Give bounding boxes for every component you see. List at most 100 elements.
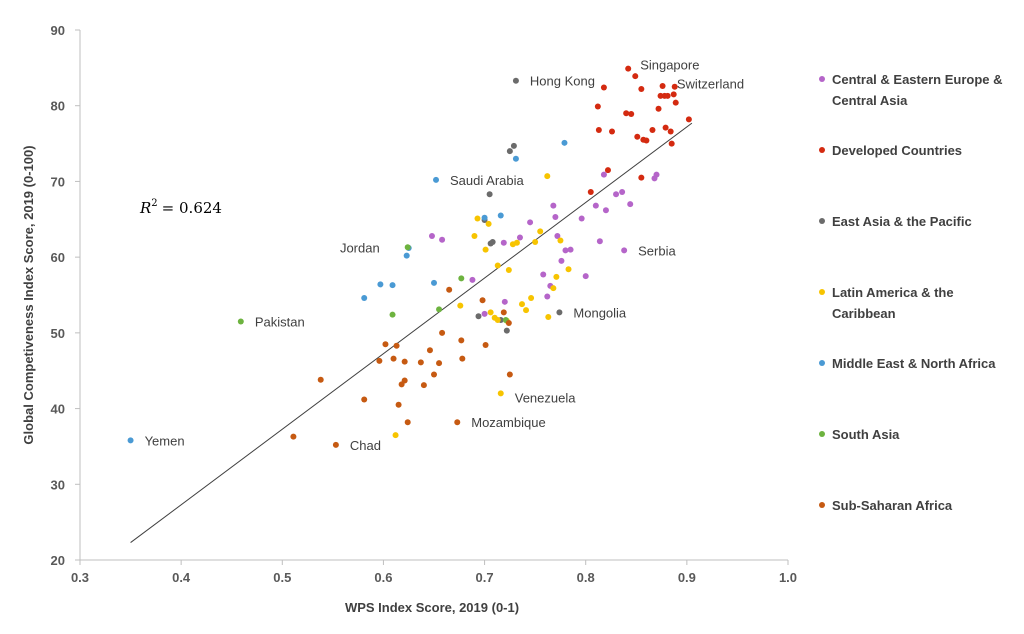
data-point bbox=[625, 65, 632, 72]
data-point bbox=[361, 396, 368, 403]
data-point bbox=[672, 99, 679, 106]
data-point bbox=[632, 73, 639, 80]
data-point bbox=[446, 286, 453, 293]
data-point bbox=[505, 320, 512, 327]
data-point bbox=[532, 239, 539, 245]
legend-label: Developed Countries bbox=[832, 143, 962, 158]
data-point bbox=[377, 281, 384, 288]
data-point bbox=[561, 139, 568, 146]
legend-label: Middle East & North Africa bbox=[832, 356, 996, 371]
point-annotation: Switzerland bbox=[677, 76, 744, 91]
legend-label: Sub-Saharan Africa bbox=[832, 498, 953, 513]
x-tick-label: 0.3 bbox=[71, 570, 89, 585]
y-tick-label: 30 bbox=[51, 477, 65, 492]
legend-label: Central Asia bbox=[832, 93, 908, 108]
data-point bbox=[481, 310, 488, 317]
legend-label: Latin America & the bbox=[832, 285, 954, 300]
point-annotation: Yemen bbox=[145, 433, 185, 448]
data-point bbox=[512, 155, 519, 162]
data-point bbox=[497, 212, 504, 219]
data-point bbox=[602, 207, 609, 214]
x-tick-label: 0.8 bbox=[577, 570, 595, 585]
point-annotation: Serbia bbox=[638, 243, 676, 258]
data-point bbox=[634, 133, 641, 140]
data-point bbox=[479, 297, 486, 304]
trendline bbox=[130, 122, 693, 543]
data-point bbox=[655, 105, 662, 112]
data-point bbox=[613, 191, 620, 198]
r-squared-value: = 0.624 bbox=[162, 199, 222, 217]
data-point bbox=[578, 215, 585, 222]
trendline-group bbox=[130, 122, 693, 543]
data-point bbox=[474, 215, 481, 222]
data-point bbox=[582, 273, 589, 280]
point-annotation: Jordan bbox=[340, 240, 380, 255]
points-group bbox=[127, 65, 692, 448]
data-point bbox=[670, 91, 677, 98]
data-point bbox=[431, 371, 437, 378]
data-point bbox=[628, 111, 635, 118]
legend-label: Caribbean bbox=[832, 306, 896, 321]
data-point bbox=[459, 355, 466, 362]
data-point bbox=[332, 441, 339, 448]
point-annotation: Mozambique bbox=[471, 415, 545, 430]
legend-label: Central & Eastern Europe & bbox=[832, 72, 1003, 87]
y-tick-label: 40 bbox=[51, 402, 65, 417]
data-point bbox=[567, 246, 574, 253]
r-squared-label: R2 = 0.624 bbox=[139, 198, 222, 217]
data-point bbox=[600, 84, 607, 91]
data-point bbox=[457, 302, 464, 309]
axes: 0.3 0.4 0.5 0.6 0.7 0.8 0.9 1.0 20 30 40 50 60 70 80 90 bbox=[51, 23, 798, 585]
y-tick-label: 60 bbox=[51, 250, 65, 265]
legend-marker bbox=[819, 147, 825, 153]
y-tick-label: 70 bbox=[51, 174, 65, 189]
data-point bbox=[454, 419, 461, 426]
data-point bbox=[638, 174, 645, 181]
data-point bbox=[609, 128, 616, 135]
data-point bbox=[553, 273, 560, 280]
data-point bbox=[587, 189, 594, 196]
data-point bbox=[667, 128, 674, 135]
legend-marker bbox=[819, 431, 825, 437]
data-point bbox=[393, 342, 400, 349]
data-point bbox=[544, 293, 551, 300]
data-point bbox=[500, 309, 507, 316]
data-point bbox=[659, 83, 666, 90]
x-tick-label: 0.5 bbox=[273, 570, 291, 585]
data-point bbox=[439, 236, 446, 243]
data-point bbox=[481, 214, 488, 221]
y-tick-label: 80 bbox=[51, 99, 65, 114]
legend-marker bbox=[819, 76, 825, 82]
data-point bbox=[649, 126, 656, 133]
data-point bbox=[668, 140, 675, 147]
data-point bbox=[595, 126, 602, 133]
data-point bbox=[403, 252, 410, 259]
point-annotation: Venezuela bbox=[515, 390, 576, 405]
data-point bbox=[554, 232, 561, 239]
data-point bbox=[436, 360, 443, 367]
data-point bbox=[513, 239, 520, 246]
data-point bbox=[552, 214, 559, 221]
data-point bbox=[516, 234, 523, 241]
data-point bbox=[550, 285, 557, 292]
legend-marker bbox=[819, 360, 825, 366]
data-point bbox=[127, 437, 134, 444]
data-point bbox=[382, 341, 389, 348]
data-point bbox=[417, 359, 424, 366]
data-point bbox=[518, 301, 525, 308]
data-point bbox=[439, 329, 446, 336]
data-point bbox=[401, 358, 408, 365]
point-annotation: Pakistan bbox=[255, 315, 305, 330]
data-point bbox=[565, 266, 572, 273]
r-squared-superscript: 2 bbox=[151, 198, 157, 209]
data-point bbox=[685, 116, 692, 123]
data-point bbox=[512, 77, 519, 84]
y-tick-label: 20 bbox=[51, 553, 65, 568]
data-point bbox=[486, 191, 493, 198]
point-annotation: Mongolia bbox=[573, 305, 627, 320]
data-point bbox=[562, 247, 569, 254]
data-point bbox=[671, 83, 678, 90]
data-point bbox=[500, 239, 507, 246]
legend-label: South Asia bbox=[832, 427, 900, 442]
data-point bbox=[596, 238, 603, 245]
